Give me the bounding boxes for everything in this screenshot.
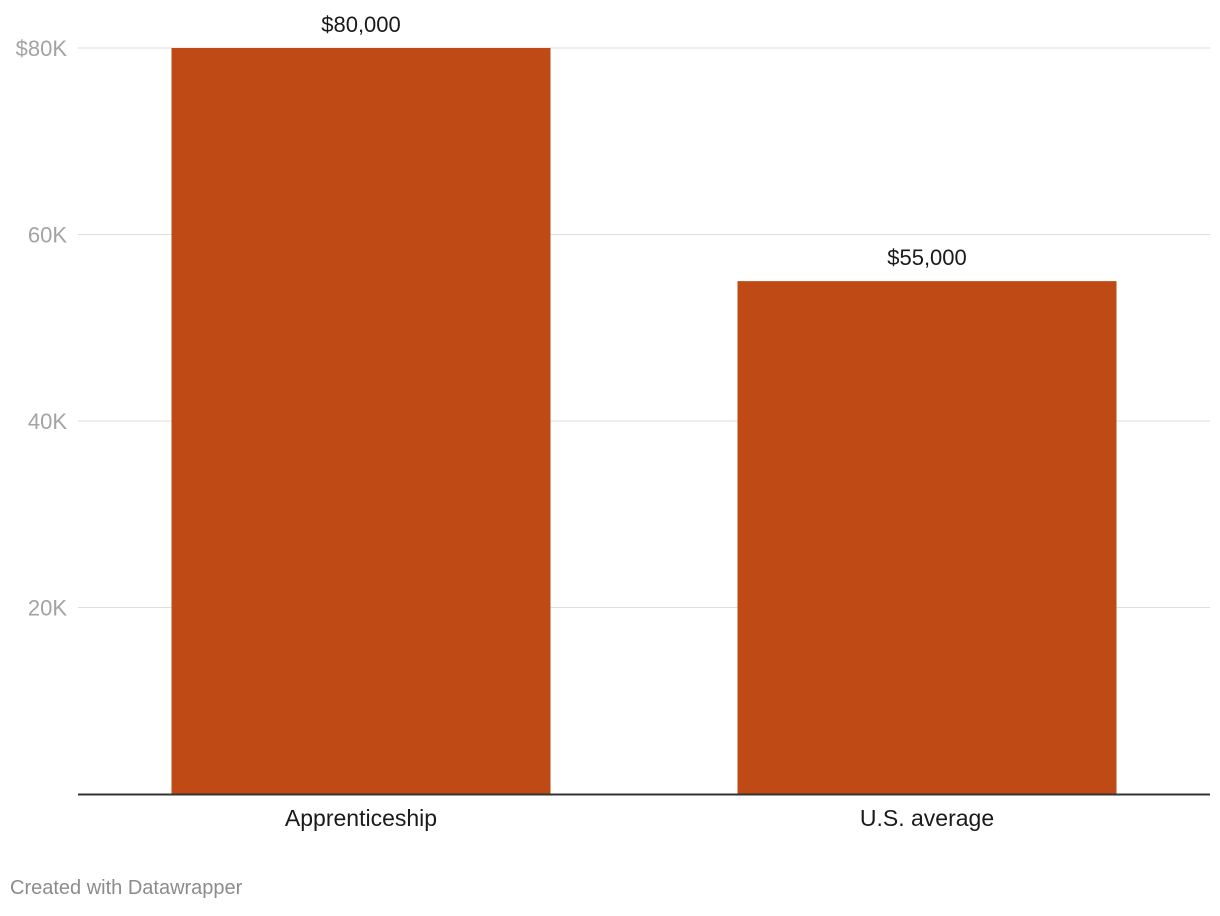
y-tick-label: $80K — [16, 36, 68, 61]
x-tick-label: U.S. average — [860, 805, 994, 831]
bar-apprenticeship — [171, 48, 551, 794]
y-tick-label: 40K — [28, 409, 67, 434]
credit-text: Created with Datawrapper — [10, 877, 243, 899]
bar-u-s-average — [737, 281, 1117, 794]
x-tick-label: Apprenticeship — [285, 805, 437, 831]
data-label: $80,000 — [321, 12, 401, 37]
data-label: $55,000 — [887, 245, 967, 270]
y-tick-label: 60K — [28, 223, 67, 248]
y-tick-label: 20K — [28, 596, 67, 621]
